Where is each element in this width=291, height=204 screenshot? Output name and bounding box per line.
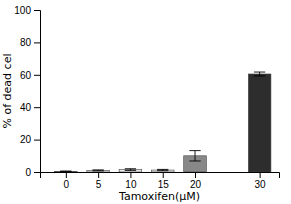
bar xyxy=(151,170,174,172)
y-tick: 20 xyxy=(20,134,40,145)
plot: 0 5 10 15 20 30 0 20 40 60 80 100 xyxy=(14,5,279,190)
y-tick: 0 xyxy=(25,167,40,178)
x-tick: 30 xyxy=(255,172,267,190)
x-tick-label: 15 xyxy=(158,179,170,190)
x-axis: 0 5 10 15 20 30 xyxy=(41,172,280,190)
x-tick-mark xyxy=(260,172,261,178)
y-tick-label: 40 xyxy=(20,102,32,113)
x-tick: 5 xyxy=(96,172,102,190)
y-axis-title: % of dead cel xyxy=(1,54,14,129)
y-tick-label: 80 xyxy=(20,37,32,48)
bar xyxy=(87,170,110,172)
x-tick: 20 xyxy=(190,172,202,190)
y-axis: 0 20 40 60 80 100 xyxy=(14,5,40,178)
x-tick-mark xyxy=(66,172,67,178)
y-tick-mark xyxy=(34,75,40,76)
x-tick: 10 xyxy=(125,172,137,190)
y-tick: 100 xyxy=(14,5,40,16)
x-tick: 15 xyxy=(158,172,170,190)
y-tick-mark xyxy=(34,107,40,108)
y-tick: 60 xyxy=(20,70,40,81)
y-tick-label: 20 xyxy=(20,134,32,145)
x-tick: 0 xyxy=(64,172,70,190)
x-axis-title: Tamoxifen(μM) xyxy=(118,190,200,203)
x-tick-label: 30 xyxy=(255,179,267,190)
x-tick-label: 10 xyxy=(125,179,137,190)
y-tick: 80 xyxy=(20,37,40,48)
y-tick-label: 0 xyxy=(25,167,31,178)
x-tick-mark xyxy=(130,172,131,178)
bar xyxy=(55,171,78,172)
x-tick-label: 0 xyxy=(64,179,70,190)
y-tick-label: 60 xyxy=(20,70,32,81)
error-bar xyxy=(125,169,136,171)
error-bar xyxy=(92,169,103,171)
error-bar xyxy=(189,151,200,161)
error-bar xyxy=(157,169,168,170)
chart: 0 5 10 15 20 30 0 20 40 60 80 100 Tamoxifen(μM) % of … xyxy=(0,0,291,204)
y-tick-mark xyxy=(34,42,40,43)
y-axis-line xyxy=(34,11,41,173)
y-tick-mark xyxy=(34,172,40,173)
bars xyxy=(55,72,271,172)
error-bar xyxy=(254,72,265,76)
y-tick-mark xyxy=(34,140,40,141)
x-axis-line xyxy=(41,173,280,179)
y-tick-label: 100 xyxy=(14,5,31,16)
y-tick-mark xyxy=(34,10,40,11)
x-tick-label: 20 xyxy=(190,179,202,190)
x-tick-mark xyxy=(98,172,99,178)
x-tick-label: 5 xyxy=(96,179,102,190)
x-tick-mark xyxy=(163,172,164,178)
bar xyxy=(119,170,142,172)
y-tick: 40 xyxy=(20,102,40,113)
bar xyxy=(248,74,271,172)
error-bar xyxy=(60,171,71,172)
x-tick-mark xyxy=(195,172,196,178)
chart-container: 0 5 10 15 20 30 0 20 40 60 80 100 Tamoxifen(μM) % of … xyxy=(0,0,291,204)
